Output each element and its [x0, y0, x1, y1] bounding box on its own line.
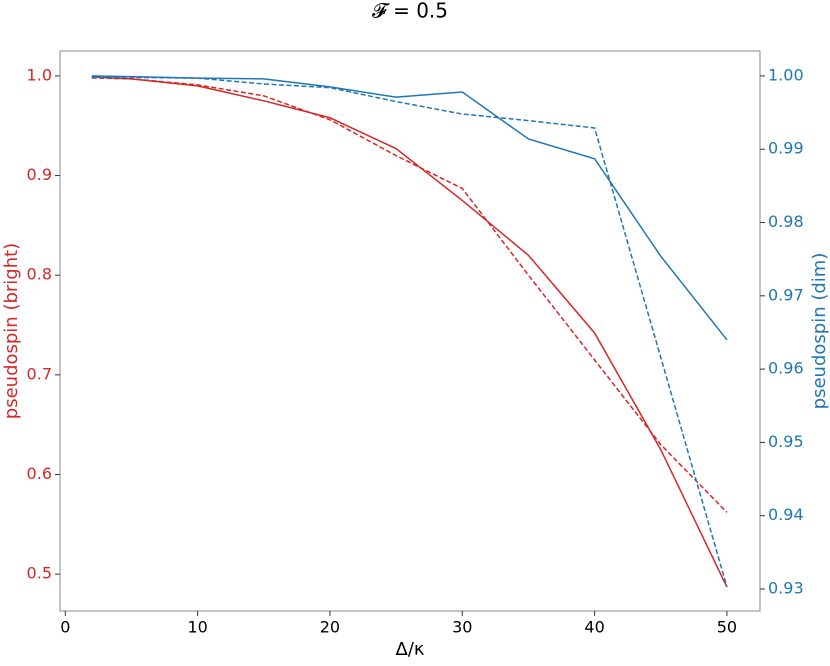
chart-title: 𝓕 = 0.5	[372, 0, 448, 23]
y2-tick-label: 0.96	[768, 359, 804, 378]
x-tick-label: 0	[60, 618, 70, 637]
line-series	[91, 76, 728, 588]
x-tick-label: 40	[584, 618, 604, 637]
line-series	[91, 76, 728, 588]
y2-axis-label: pseudospin (dim)	[809, 253, 830, 410]
line-series	[91, 75, 728, 341]
y-tick-label: 0.9	[27, 165, 52, 184]
y-axis-label: pseudospin (bright)	[1, 243, 22, 419]
x-tick-label: 20	[320, 618, 340, 637]
x-tick-label: 30	[452, 618, 472, 637]
y2-tick-label: 1.00	[768, 65, 804, 84]
line-series	[91, 77, 728, 513]
y-tick-label: 0.8	[27, 265, 52, 284]
x-tick-label: 10	[187, 618, 207, 637]
y-tick-label: 0.6	[27, 464, 52, 483]
y2-tick-label: 0.93	[768, 579, 804, 598]
y-tick-label: 0.5	[27, 564, 52, 583]
y2-tick-label: 0.99	[768, 139, 804, 158]
y2-tick-label: 0.95	[768, 432, 804, 451]
x-tick-label: 50	[717, 618, 737, 637]
y-tick-label: 0.7	[27, 364, 52, 383]
x-axis-label: Δ/κ	[396, 639, 425, 660]
plot-frame	[59, 50, 761, 612]
y2-tick-label: 0.97	[768, 285, 804, 304]
y2-tick-label: 0.94	[768, 505, 804, 524]
y-tick-label: 1.0	[27, 65, 52, 84]
y2-tick-label: 0.98	[768, 212, 804, 231]
